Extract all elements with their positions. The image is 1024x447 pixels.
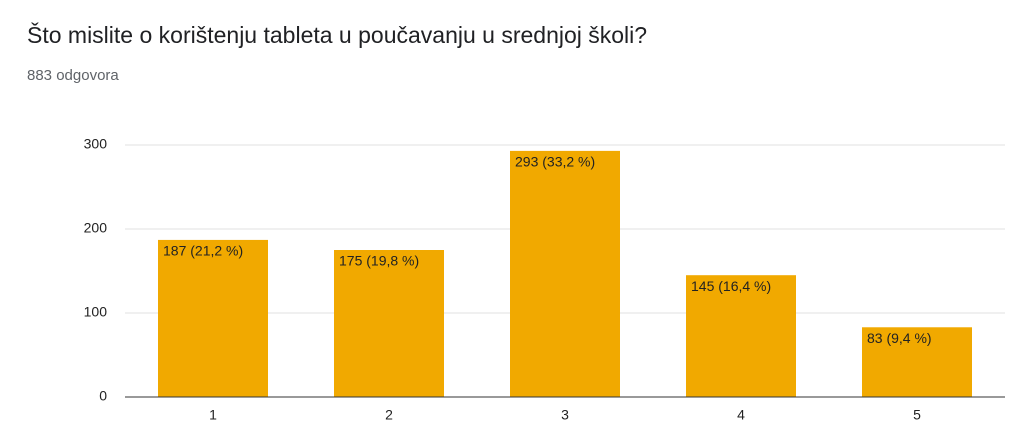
value-label: 293 (33,2 %) <box>515 154 595 170</box>
y-tick-label: 300 <box>84 136 108 152</box>
bar <box>158 239 268 397</box>
chart-title: Što mislite o korištenju tableta u pouča… <box>27 21 647 48</box>
bar <box>862 327 972 397</box>
value-label: 145 (16,4 %) <box>691 278 771 294</box>
x-tick-label: 5 <box>913 407 921 423</box>
y-tick-label: 0 <box>99 388 107 404</box>
value-label: 187 (21,2 %) <box>163 243 243 259</box>
bar <box>334 250 444 397</box>
value-label: 175 (19,8 %) <box>339 253 419 269</box>
bar <box>686 275 796 397</box>
x-tick-label: 2 <box>385 407 393 423</box>
bar <box>510 150 620 397</box>
chart-subtitle: 883 odgovora <box>27 67 119 84</box>
x-tick-label: 4 <box>737 407 745 423</box>
y-tick-label: 200 <box>84 220 108 236</box>
value-label: 83 (9,4 %) <box>867 330 932 346</box>
x-tick-label: 1 <box>209 407 217 423</box>
x-tick-label: 3 <box>561 407 569 423</box>
y-tick-label: 100 <box>84 304 108 320</box>
